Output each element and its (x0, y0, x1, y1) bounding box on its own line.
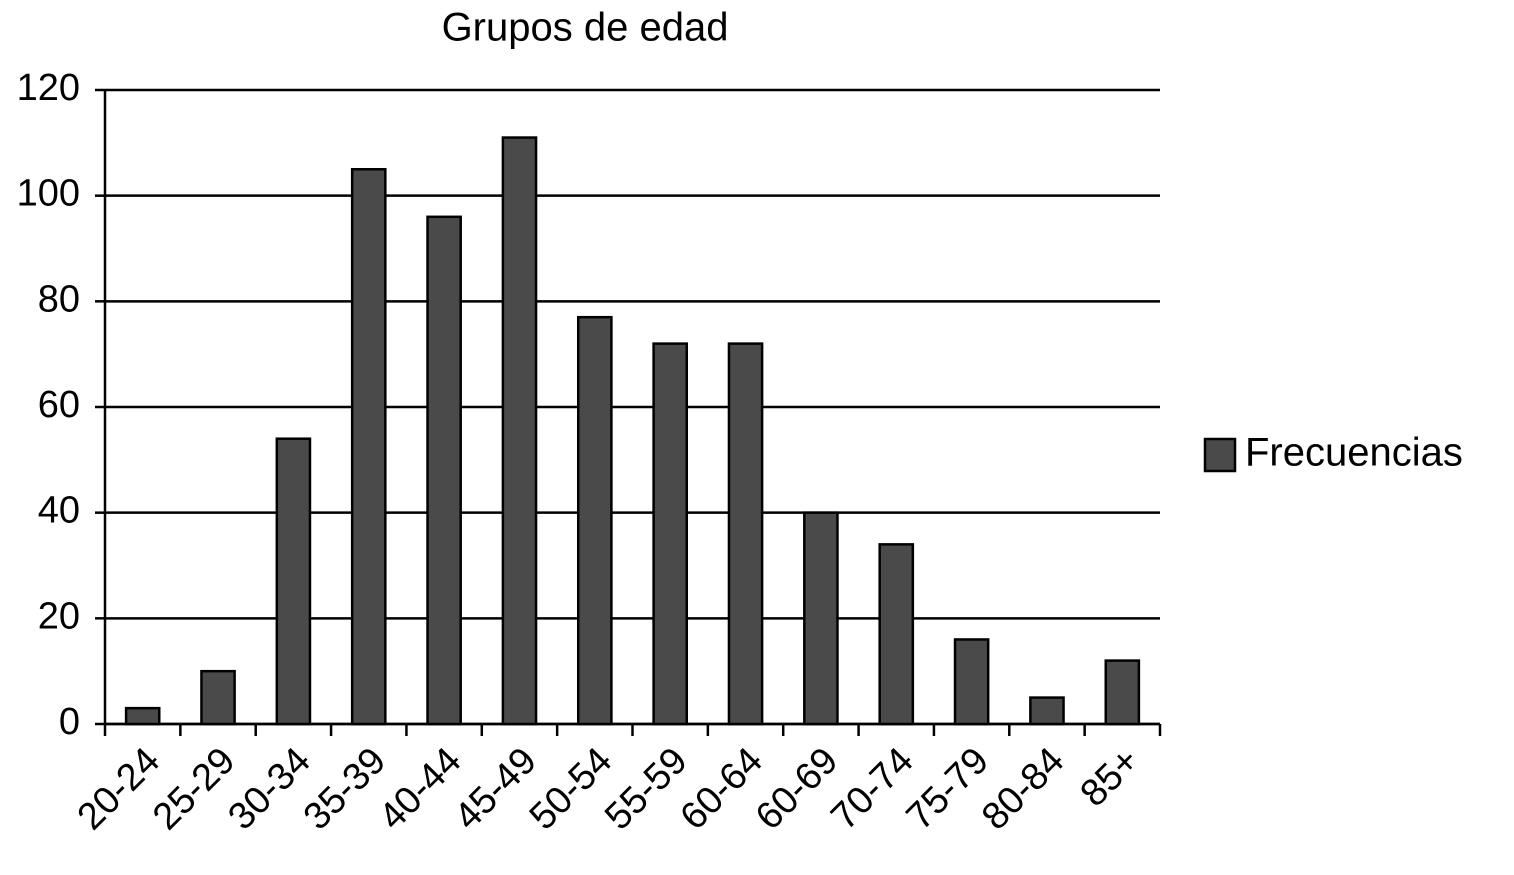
y-tick-label: 80 (38, 278, 80, 320)
x-tick-label: 30-34 (220, 740, 318, 838)
x-tick-label: 60-69 (748, 740, 846, 838)
legend-swatch (1203, 437, 1237, 473)
x-tick-label: 85+ (1072, 740, 1147, 815)
bar (426, 215, 462, 726)
x-tick-label: 35-39 (296, 740, 394, 838)
bar (501, 136, 538, 726)
bar (350, 168, 387, 726)
y-tick-label: 0 (59, 701, 80, 743)
y-tick-label: 100 (17, 173, 80, 215)
x-tick-label: 25-29 (145, 740, 243, 838)
bar (1029, 696, 1065, 726)
x-tick-label: 80-84 (974, 740, 1072, 838)
bar (275, 437, 312, 726)
bar (200, 669, 236, 726)
x-tick-label: 55-59 (597, 740, 695, 838)
bar (727, 342, 764, 726)
bar (576, 315, 613, 726)
chart-title: Grupos de edad (442, 6, 729, 50)
x-tick-label: 40-44 (371, 740, 469, 838)
x-tick-label: 45-49 (446, 740, 544, 838)
y-tick-label: 20 (38, 595, 80, 637)
bar (652, 342, 689, 726)
x-tick-label: 75-79 (899, 740, 997, 838)
bar (803, 511, 839, 726)
x-tick-label: 70-74 (823, 740, 921, 838)
x-tick-label: 50-54 (522, 740, 620, 838)
bar (878, 543, 915, 726)
legend-label: Frecuencias (1245, 431, 1463, 475)
y-tick-label: 120 (17, 67, 80, 109)
x-tick-label: 60-64 (673, 740, 771, 838)
y-tick-label: 60 (38, 384, 80, 426)
bar (1104, 659, 1141, 726)
bar (953, 638, 990, 726)
x-tick-label: 20-24 (70, 740, 168, 838)
y-tick-label: 40 (38, 490, 80, 532)
bar (124, 706, 161, 726)
